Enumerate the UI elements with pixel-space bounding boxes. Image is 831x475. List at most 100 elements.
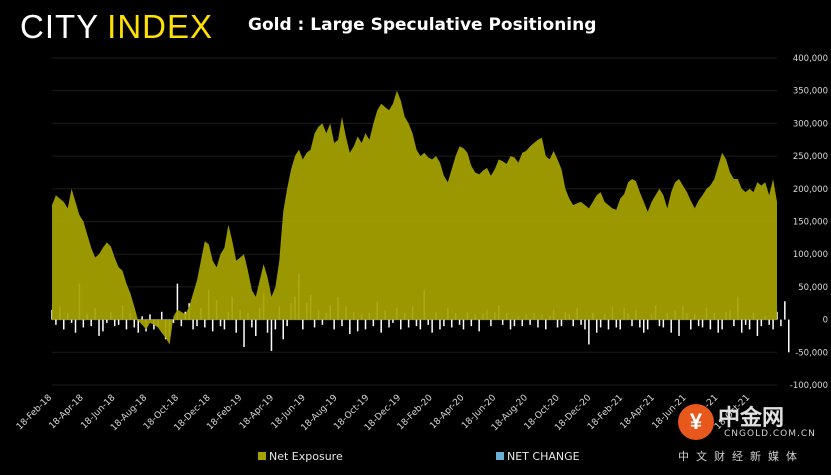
net-change-bar [98, 319, 100, 336]
net-change-bar [415, 319, 418, 327]
city-index-logo: CITY INDEX [20, 8, 213, 46]
net-change-bar [270, 319, 273, 351]
net-change-bar [380, 319, 382, 333]
y-axis: 400,000 350,000 300,000 250,000 200,000 150,0… [790, 54, 828, 391]
net-change-bar [670, 319, 672, 333]
net-change-bar [113, 319, 116, 327]
net-change-bar [643, 319, 645, 333]
net-change-bar [364, 319, 367, 330]
net-change-bar [302, 319, 304, 330]
y-tick-label: 300,000 [793, 119, 828, 129]
net-change-bar [760, 319, 763, 327]
net-change-bar [780, 319, 782, 327]
net-change-bar [211, 319, 214, 332]
y-tick-label: -100,000 [790, 381, 828, 391]
net-change-bar [697, 319, 700, 327]
net-change-bar [196, 319, 198, 327]
y-tick-label: 0 [823, 316, 828, 326]
net-change-bar [784, 301, 786, 320]
net-change-bar [235, 319, 237, 333]
net-change-bar [631, 319, 633, 327]
net-change-bar [560, 319, 563, 327]
net-change-bar [439, 319, 441, 330]
net-change-bar [450, 319, 453, 328]
net-change-bar [646, 319, 649, 330]
net-change-bar [192, 319, 194, 330]
net-change-bar [176, 283, 179, 320]
net-change-bar [392, 319, 394, 323]
net-change-bar [658, 319, 661, 327]
y-tick-label: 150,000 [793, 218, 828, 228]
net-exposure-area [52, 90, 777, 345]
y-tick-label: -50,000 [795, 348, 828, 358]
net-change-bar [619, 319, 621, 330]
logo-word-index: INDEX [107, 8, 214, 45]
net-change-bar [545, 319, 547, 330]
net-change-bar [137, 319, 139, 333]
net-change-bar [55, 319, 57, 325]
net-change-bar [243, 319, 245, 348]
net-change-bar [160, 311, 163, 320]
net-change-bar [607, 319, 610, 330]
net-change-bar [521, 319, 524, 327]
x-axis: 18-Feb-1818-Apr-1818-Jun-1818-Aug-1818-O… [15, 393, 752, 433]
net-change-bar [266, 319, 269, 333]
net-change-bar [599, 319, 602, 328]
net-change-bar [678, 319, 680, 336]
net-change-bar [744, 319, 747, 325]
cngold-watermark: ¥ 中金网 CNGOLD.COM.CN 中文财经新媒体 [678, 398, 828, 468]
net-change-bar [513, 319, 516, 327]
net-change-bar [223, 319, 226, 330]
net-change-bar [372, 319, 375, 327]
net-change-bar [490, 319, 492, 327]
net-change-bar [529, 319, 531, 325]
net-change-bar [462, 319, 465, 330]
net-change-bar [102, 319, 104, 332]
legend-label-net-change: NET CHANGE [507, 450, 580, 463]
net-change-bar [788, 319, 790, 353]
cngold-logo-badge: ¥ [678, 404, 714, 440]
net-change-bar [748, 319, 751, 330]
legend-item-net-change: NET CHANGE [496, 450, 580, 463]
net-change-bar [117, 319, 120, 325]
net-change-bar [172, 319, 175, 323]
net-change-bar [556, 319, 559, 328]
net-change-bar [286, 319, 288, 327]
legend-swatch-net-exposure [258, 452, 266, 460]
net-exposure-area-group [52, 90, 777, 345]
net-change-bar [349, 319, 351, 334]
y-tick-label: 250,000 [793, 152, 828, 162]
net-change-bar [219, 319, 222, 327]
net-change-bar [588, 319, 590, 345]
net-change-bar [740, 319, 743, 333]
y-tick-label: 350,000 [793, 87, 828, 97]
y-tick-label: 400,000 [793, 54, 828, 64]
net-change-bar [70, 319, 73, 323]
net-change-bar [90, 319, 92, 327]
net-change-bar [341, 319, 343, 327]
net-change-bar [313, 319, 316, 328]
cngold-tagline: 中文财经新媒体 [678, 450, 804, 463]
net-change-bar [282, 319, 284, 340]
y-tick-label: 200,000 [793, 185, 828, 195]
net-change-bar [537, 319, 539, 328]
net-change-bar [501, 319, 504, 325]
net-change-bar [721, 319, 723, 330]
legend-item-net-exposure: Net Exposure [258, 450, 343, 463]
net-change-bar [431, 319, 433, 333]
net-change-bar [333, 319, 335, 330]
legend-swatch-net-change [496, 452, 504, 460]
logo-word-city: CITY [20, 8, 100, 45]
net-change-bar [756, 319, 759, 336]
net-change-bar [82, 319, 85, 328]
net-change-bar [407, 319, 410, 328]
net-change-bar [419, 319, 422, 330]
net-change-bar [772, 319, 774, 330]
net-change-bar [321, 319, 324, 325]
cngold-logo-name: 中金网 [718, 406, 785, 431]
net-change-bar [427, 319, 429, 325]
net-change-bar [470, 319, 473, 327]
net-change-bar [149, 314, 151, 320]
legend-label-net-exposure: Net Exposure [269, 450, 343, 463]
